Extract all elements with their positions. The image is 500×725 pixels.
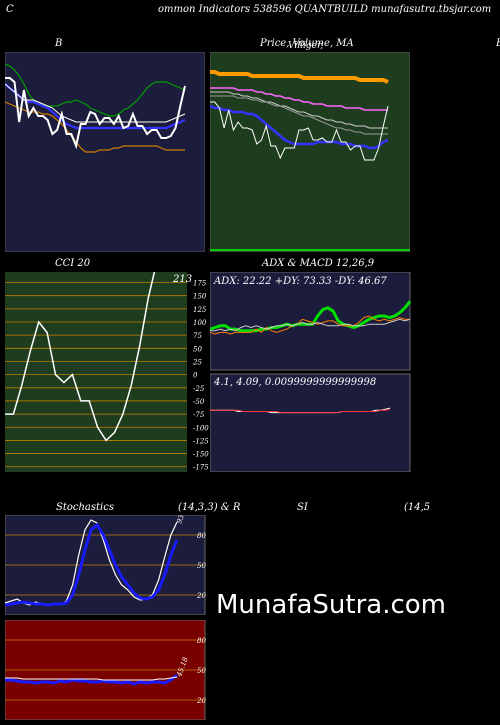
cci-tick-label: -75 — [193, 411, 205, 419]
price_ma-series-3 — [210, 95, 388, 135]
macd-series-1 — [210, 408, 391, 414]
cci-tick-label: -175 — [193, 464, 209, 472]
watermark: MunafaSutra.com — [216, 590, 447, 620]
cci-series-0 — [5, 272, 156, 442]
stochastics-series-1 — [5, 522, 179, 607]
bollinger-series-2 — [5, 83, 186, 123]
header-left: C — [6, 4, 14, 15]
stochastics-tick-label: 50 — [197, 562, 206, 570]
right-cut-title: B — [496, 38, 500, 49]
cci-bg — [5, 272, 187, 472]
bollinger-series-1 — [5, 83, 186, 130]
cci-tick-label: -50 — [193, 398, 205, 406]
bb-title: B — [55, 38, 63, 49]
stochastics-last-label: 93.57 — [175, 515, 190, 525]
price_ma-series-1 — [210, 87, 388, 111]
cci-tick-label: 75 — [193, 332, 202, 340]
price-title: Price, Volume, MA — [260, 38, 354, 49]
stochastics-tick-label: 80 — [197, 532, 206, 540]
price_ma-series-2 — [210, 91, 388, 129]
cci-tick-label: -25 — [193, 385, 205, 393]
bollinger-series-0 — [5, 63, 186, 117]
macd-readout: 4.1, 4.09, 0.0099999999999998 — [213, 377, 376, 388]
price-title-overlay: Villiger, — [288, 41, 324, 51]
rsi-tick-label: 50 — [197, 667, 206, 675]
rsi-title: SI — [297, 502, 308, 513]
adx-title: ADX & MACD 12,26,9 — [262, 258, 375, 269]
cci-tick-label: -150 — [193, 451, 209, 459]
price_ma-series-0 — [210, 70, 389, 84]
adx-bg — [210, 272, 411, 371]
stoch-params: (14,3,3) & R — [178, 502, 241, 513]
adx-series-1 — [210, 315, 410, 335]
rsi-series-0 — [5, 673, 178, 686]
adx-readout: ADX: 22.22 +DY: 73.33 -DY: 46.67 — [213, 276, 387, 287]
bollinger-series-4 — [5, 77, 186, 150]
rsi-tick-label: 20 — [196, 697, 206, 705]
macd-bg — [210, 373, 411, 472]
cci-last-label: 213 — [172, 274, 192, 285]
cci-title: CCI 20 — [55, 258, 91, 269]
cci-tick-label: 150 — [193, 293, 207, 301]
rsi-series-1 — [5, 676, 178, 681]
price-panel — [210, 52, 410, 252]
cci-tick-label: 0 — [193, 372, 198, 380]
adx-macd-panel: ADX: 22.22 +DY: 73.33 -DY: 46.67 4.1, 4.… — [210, 272, 412, 472]
bollinger-bg — [5, 52, 205, 252]
rsi-params: (14,5 — [404, 502, 431, 513]
adx-series-2 — [210, 318, 411, 332]
rsi-tick-label: 80 — [197, 637, 206, 645]
stochastics-tick-label: 20 — [196, 592, 206, 600]
cci-tick-label: -125 — [193, 437, 209, 445]
cci-tick-label: 125 — [193, 306, 207, 314]
cci-tick-label: 175 — [193, 280, 207, 288]
bollinger-panel — [5, 52, 205, 252]
price_ma-series-5 — [210, 101, 389, 161]
cci-tick-label: 25 — [192, 358, 202, 366]
header-title: ommon Indicators 538596 QUANTBUILD munaf… — [158, 4, 492, 15]
cci-tick-label: 50 — [193, 345, 202, 353]
cci-tick-label: -100 — [193, 424, 209, 432]
cci-panel: 175 150 125 100 75 50 25 0 -25 -50 -75 -100 -125 -150… — [5, 272, 209, 472]
stoch-panel: 80 50 20 93.57 — [5, 515, 206, 615]
cci-tick-label: 100 — [193, 319, 207, 327]
stoch-title: Stochastics — [56, 502, 114, 513]
